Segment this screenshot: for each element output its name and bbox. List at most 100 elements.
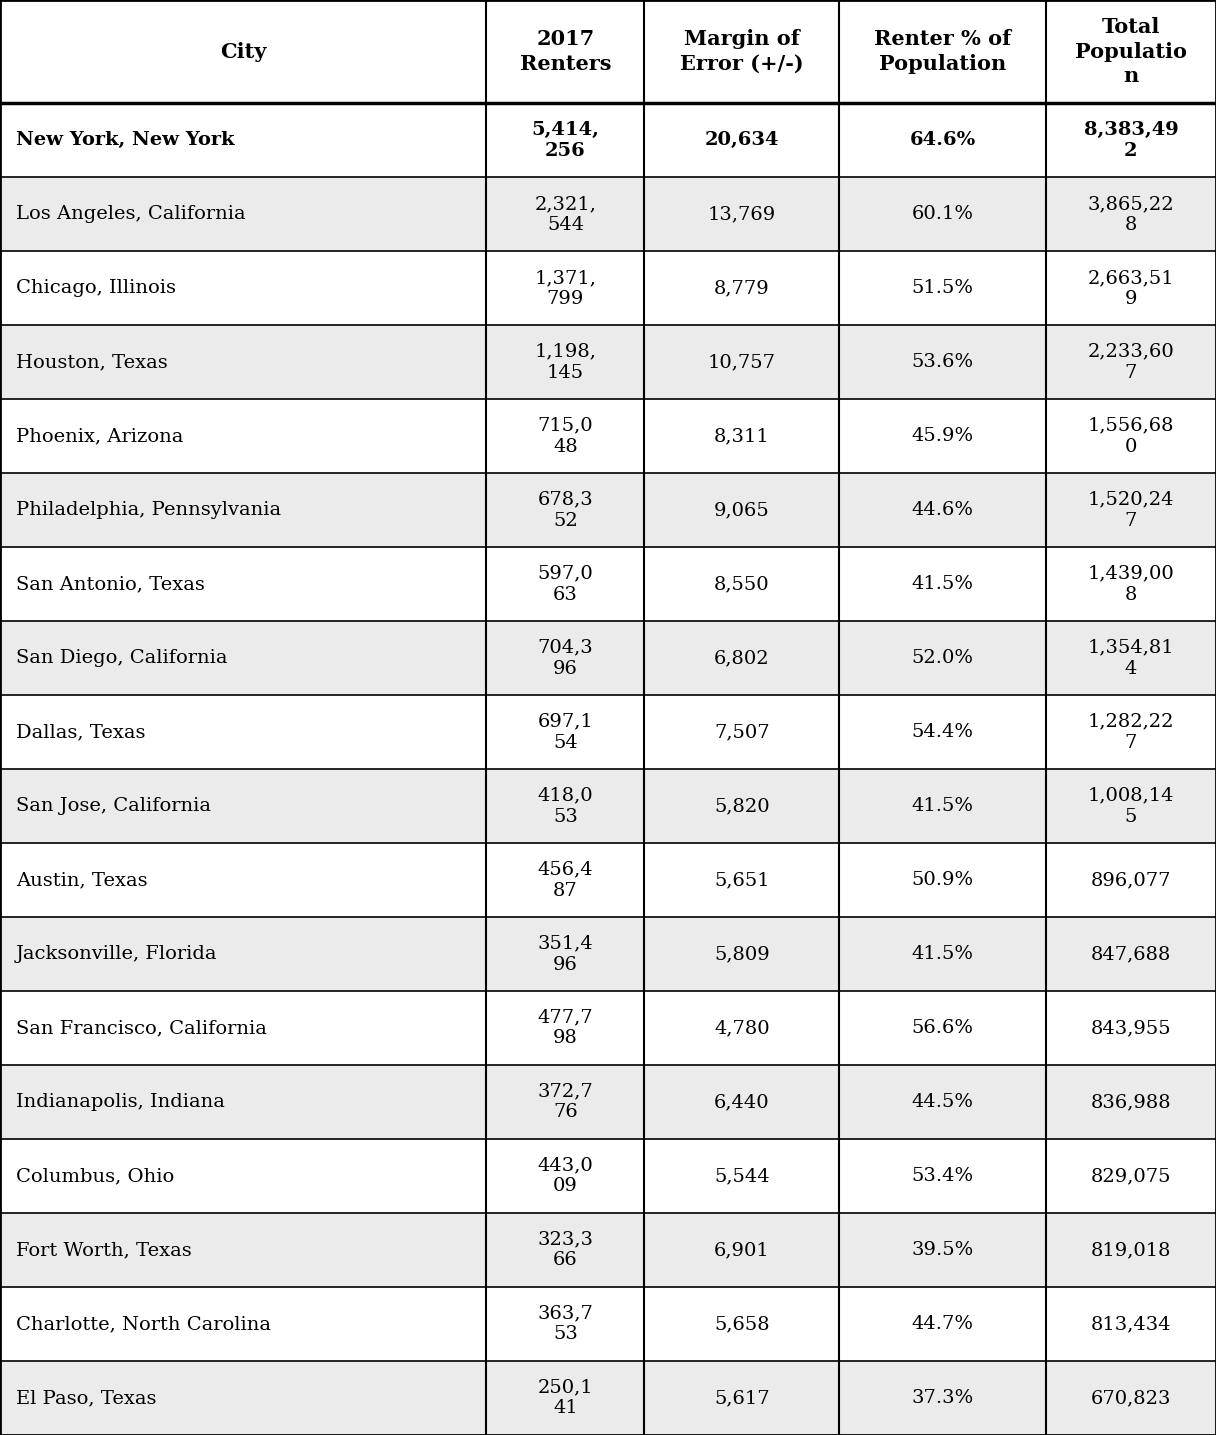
Text: 44.5%: 44.5% — [912, 1093, 973, 1111]
Text: 2,663,51
9: 2,663,51 9 — [1087, 268, 1175, 307]
Text: 2,321,
544: 2,321, 544 — [535, 195, 596, 234]
Text: San Diego, California: San Diego, California — [16, 649, 227, 667]
Text: 5,658: 5,658 — [714, 1314, 770, 1333]
Text: 8,550: 8,550 — [714, 575, 770, 593]
Text: 351,4
96: 351,4 96 — [537, 934, 593, 973]
Text: El Paso, Texas: El Paso, Texas — [16, 1389, 157, 1406]
Bar — [0, 1139, 1216, 1213]
Text: 1,371,
799: 1,371, 799 — [535, 268, 596, 307]
Text: 5,651: 5,651 — [714, 871, 770, 890]
Text: 41.5%: 41.5% — [912, 575, 973, 593]
Text: Chicago, Illinois: Chicago, Illinois — [16, 280, 176, 297]
Text: Indianapolis, Indiana: Indianapolis, Indiana — [16, 1093, 225, 1111]
Text: 1,198,
145: 1,198, 145 — [535, 343, 596, 382]
Text: Los Angeles, California: Los Angeles, California — [16, 205, 246, 224]
Bar — [0, 251, 1216, 326]
Text: 678,3
52: 678,3 52 — [537, 491, 593, 530]
Text: 20,634: 20,634 — [704, 132, 779, 149]
Text: 8,311: 8,311 — [714, 428, 770, 445]
Bar — [0, 103, 1216, 178]
Bar — [0, 474, 1216, 547]
Bar — [0, 1065, 1216, 1139]
Text: 50.9%: 50.9% — [911, 871, 974, 890]
Text: 2,233,60
7: 2,233,60 7 — [1087, 343, 1175, 382]
Text: 1,354,81
4: 1,354,81 4 — [1087, 639, 1175, 677]
Bar — [0, 1360, 1216, 1435]
Text: 670,823: 670,823 — [1091, 1389, 1171, 1406]
Text: Columbus, Ohio: Columbus, Ohio — [16, 1167, 174, 1185]
Text: Phoenix, Arizona: Phoenix, Arizona — [16, 428, 184, 445]
Text: 8,383,49
2: 8,383,49 2 — [1083, 121, 1178, 159]
Text: Austin, Texas: Austin, Texas — [16, 871, 147, 890]
Text: Philadelphia, Pennsylvania: Philadelphia, Pennsylvania — [16, 501, 281, 519]
Text: 847,688: 847,688 — [1091, 946, 1171, 963]
Bar — [0, 1213, 1216, 1287]
Text: 8,779: 8,779 — [714, 280, 770, 297]
Text: 1,008,14
5: 1,008,14 5 — [1087, 786, 1175, 825]
Text: 829,075: 829,075 — [1091, 1167, 1171, 1185]
Text: San Jose, California: San Jose, California — [16, 798, 210, 815]
Bar — [0, 178, 1216, 251]
Text: 418,0
53: 418,0 53 — [537, 786, 593, 825]
Text: Renter % of
Population: Renter % of Population — [874, 29, 1010, 75]
Text: 813,434: 813,434 — [1091, 1314, 1171, 1333]
Text: 456,4
87: 456,4 87 — [537, 861, 593, 900]
Text: Charlotte, North Carolina: Charlotte, North Carolina — [16, 1314, 271, 1333]
Text: Total
Populatio
n: Total Populatio n — [1075, 17, 1187, 86]
Text: City: City — [220, 42, 266, 62]
Text: 53.6%: 53.6% — [911, 353, 974, 372]
Text: Margin of
Error (+/-): Margin of Error (+/-) — [680, 29, 804, 75]
Text: 5,809: 5,809 — [714, 946, 770, 963]
Text: 896,077: 896,077 — [1091, 871, 1171, 890]
Text: 5,820: 5,820 — [714, 798, 770, 815]
Text: 51.5%: 51.5% — [912, 280, 973, 297]
Text: 53.4%: 53.4% — [911, 1167, 974, 1185]
Text: 5,544: 5,544 — [714, 1167, 770, 1185]
Bar — [0, 917, 1216, 992]
Text: 477,7
98: 477,7 98 — [537, 1009, 593, 1048]
Text: Jacksonville, Florida: Jacksonville, Florida — [16, 946, 218, 963]
Text: 60.1%: 60.1% — [912, 205, 973, 224]
Text: 250,1
41: 250,1 41 — [537, 1379, 593, 1418]
Text: 5,617: 5,617 — [714, 1389, 770, 1406]
Text: 37.3%: 37.3% — [911, 1389, 974, 1406]
Bar — [0, 0, 1216, 103]
Text: New York, New York: New York, New York — [16, 132, 235, 149]
Text: 44.7%: 44.7% — [912, 1314, 973, 1333]
Text: 44.6%: 44.6% — [912, 501, 973, 519]
Text: 39.5%: 39.5% — [911, 1241, 974, 1258]
Text: 52.0%: 52.0% — [912, 649, 973, 667]
Text: 372,7
76: 372,7 76 — [537, 1082, 593, 1122]
Bar — [0, 326, 1216, 399]
Text: 363,7
53: 363,7 53 — [537, 1304, 593, 1343]
Bar — [0, 399, 1216, 474]
Text: 4,780: 4,780 — [714, 1019, 770, 1038]
Text: 1,520,24
7: 1,520,24 7 — [1087, 491, 1175, 530]
Text: 3,865,22
8: 3,865,22 8 — [1087, 195, 1175, 234]
Text: 6,440: 6,440 — [714, 1093, 770, 1111]
Text: Houston, Texas: Houston, Texas — [16, 353, 168, 372]
Text: San Francisco, California: San Francisco, California — [16, 1019, 266, 1038]
Bar — [0, 695, 1216, 769]
Text: San Antonio, Texas: San Antonio, Texas — [16, 575, 204, 593]
Text: 323,3
66: 323,3 66 — [537, 1231, 593, 1270]
Text: 45.9%: 45.9% — [911, 428, 974, 445]
Text: 54.4%: 54.4% — [912, 723, 973, 740]
Text: 13,769: 13,769 — [708, 205, 776, 224]
Text: 1,282,22
7: 1,282,22 7 — [1087, 713, 1175, 752]
Bar — [0, 1287, 1216, 1360]
Text: 697,1
54: 697,1 54 — [537, 713, 593, 752]
Text: 7,507: 7,507 — [714, 723, 770, 740]
Text: 597,0
63: 597,0 63 — [537, 565, 593, 604]
Text: 1,556,68
0: 1,556,68 0 — [1087, 416, 1175, 456]
Text: 2017
Renters: 2017 Renters — [519, 29, 612, 75]
Text: 704,3
96: 704,3 96 — [537, 639, 593, 677]
Bar — [0, 992, 1216, 1065]
Text: 5,414,
256: 5,414, 256 — [531, 121, 599, 159]
Text: 836,988: 836,988 — [1091, 1093, 1171, 1111]
Text: 819,018: 819,018 — [1091, 1241, 1171, 1258]
Text: 41.5%: 41.5% — [912, 946, 973, 963]
Text: 9,065: 9,065 — [714, 501, 770, 519]
Text: Dallas, Texas: Dallas, Texas — [16, 723, 145, 740]
Bar — [0, 621, 1216, 695]
